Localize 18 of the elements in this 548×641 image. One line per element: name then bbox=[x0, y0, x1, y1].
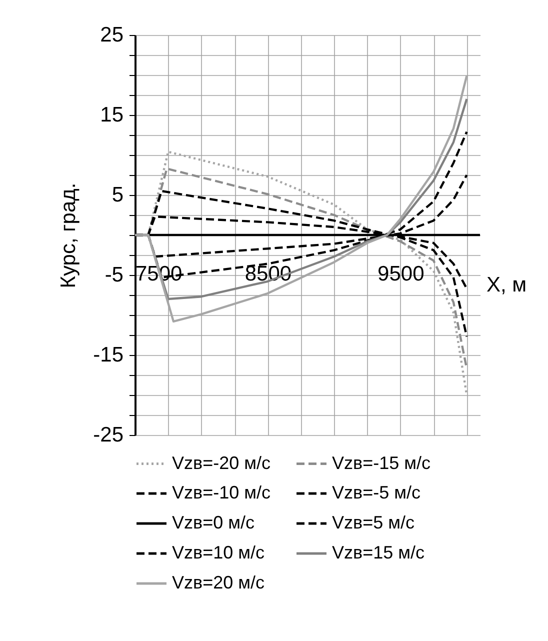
legend-label: Vzв=-5 м/с bbox=[332, 482, 420, 502]
x-tick-label: 9500 bbox=[378, 262, 424, 286]
y-tick-label: -25 bbox=[93, 424, 124, 446]
y-tick-label: -5 bbox=[104, 264, 124, 286]
y-tick-label: 5 bbox=[112, 184, 124, 206]
legend-label: Vzв=5 м/с bbox=[332, 512, 414, 532]
legend-label: Vzв=20 м/с bbox=[172, 572, 264, 592]
y-tick-label: 15 bbox=[100, 104, 124, 126]
y-tick-label: -15 bbox=[93, 344, 124, 366]
legend-label: Vzв=-20 м/с bbox=[172, 452, 270, 473]
y-tick-label: 25 bbox=[100, 24, 124, 46]
legend-label: Vzв=10 м/с bbox=[172, 542, 264, 562]
x-axis-title: X, м bbox=[486, 274, 527, 296]
legend-label: Vzв=-15 м/с bbox=[332, 452, 430, 473]
legend-label: Vzв=-10 м/с bbox=[172, 482, 270, 502]
y-axis-title: Курс, град. bbox=[57, 182, 80, 288]
legend-label: Vzв=15 м/с bbox=[332, 542, 424, 562]
legend-label: Vzв=0 м/с bbox=[172, 512, 254, 532]
